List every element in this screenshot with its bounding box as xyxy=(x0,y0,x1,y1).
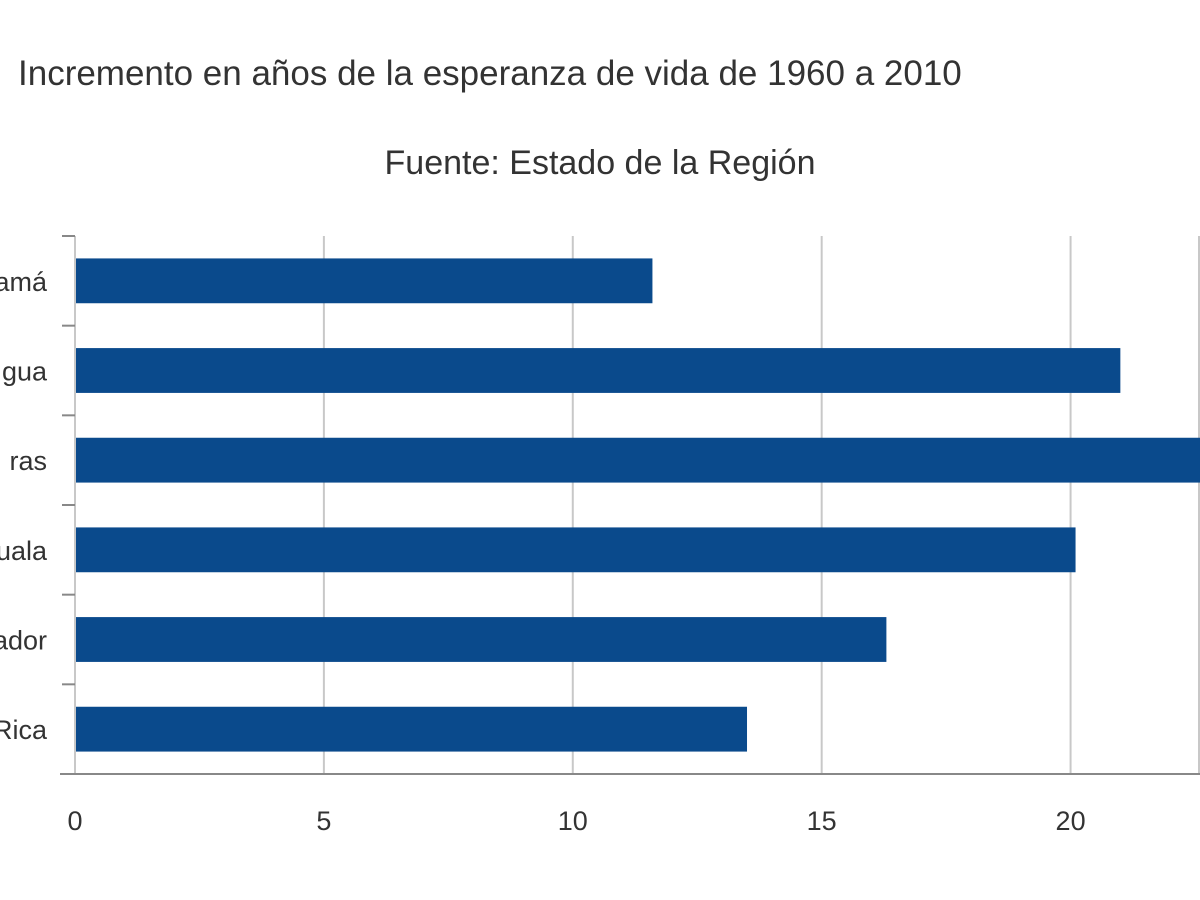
bar-5 xyxy=(76,617,887,662)
bar-3 xyxy=(76,437,1200,483)
x-tick-label-10: 10 xyxy=(558,806,588,836)
category-label-2: gua xyxy=(2,357,48,387)
category-label-4: uala xyxy=(0,536,48,566)
x-tick-label-0: 0 xyxy=(67,806,82,836)
bar-4 xyxy=(76,527,1076,573)
bars xyxy=(76,258,1200,752)
axes xyxy=(60,235,1200,775)
chart-subtitle: Fuente: Estado de la Región xyxy=(384,144,816,182)
x-tick-label-15: 15 xyxy=(807,806,837,836)
category-label-1: amá xyxy=(0,267,48,297)
category-label-6: Rica xyxy=(0,715,48,745)
labels: 0 5 10 15 20 amá gua ras uala ador Rica xyxy=(0,267,1086,836)
category-label-5: ador xyxy=(0,626,47,656)
x-tick-label-5: 5 xyxy=(316,806,331,836)
bar-2 xyxy=(76,348,1121,393)
x-tick-label-20: 20 xyxy=(1056,806,1086,836)
bar-6 xyxy=(76,706,748,752)
bar-1 xyxy=(76,258,653,304)
category-label-3: ras xyxy=(9,446,47,476)
grid-lines xyxy=(74,236,1200,774)
chart-title: Incremento en años de la esperanza de vi… xyxy=(18,54,962,93)
